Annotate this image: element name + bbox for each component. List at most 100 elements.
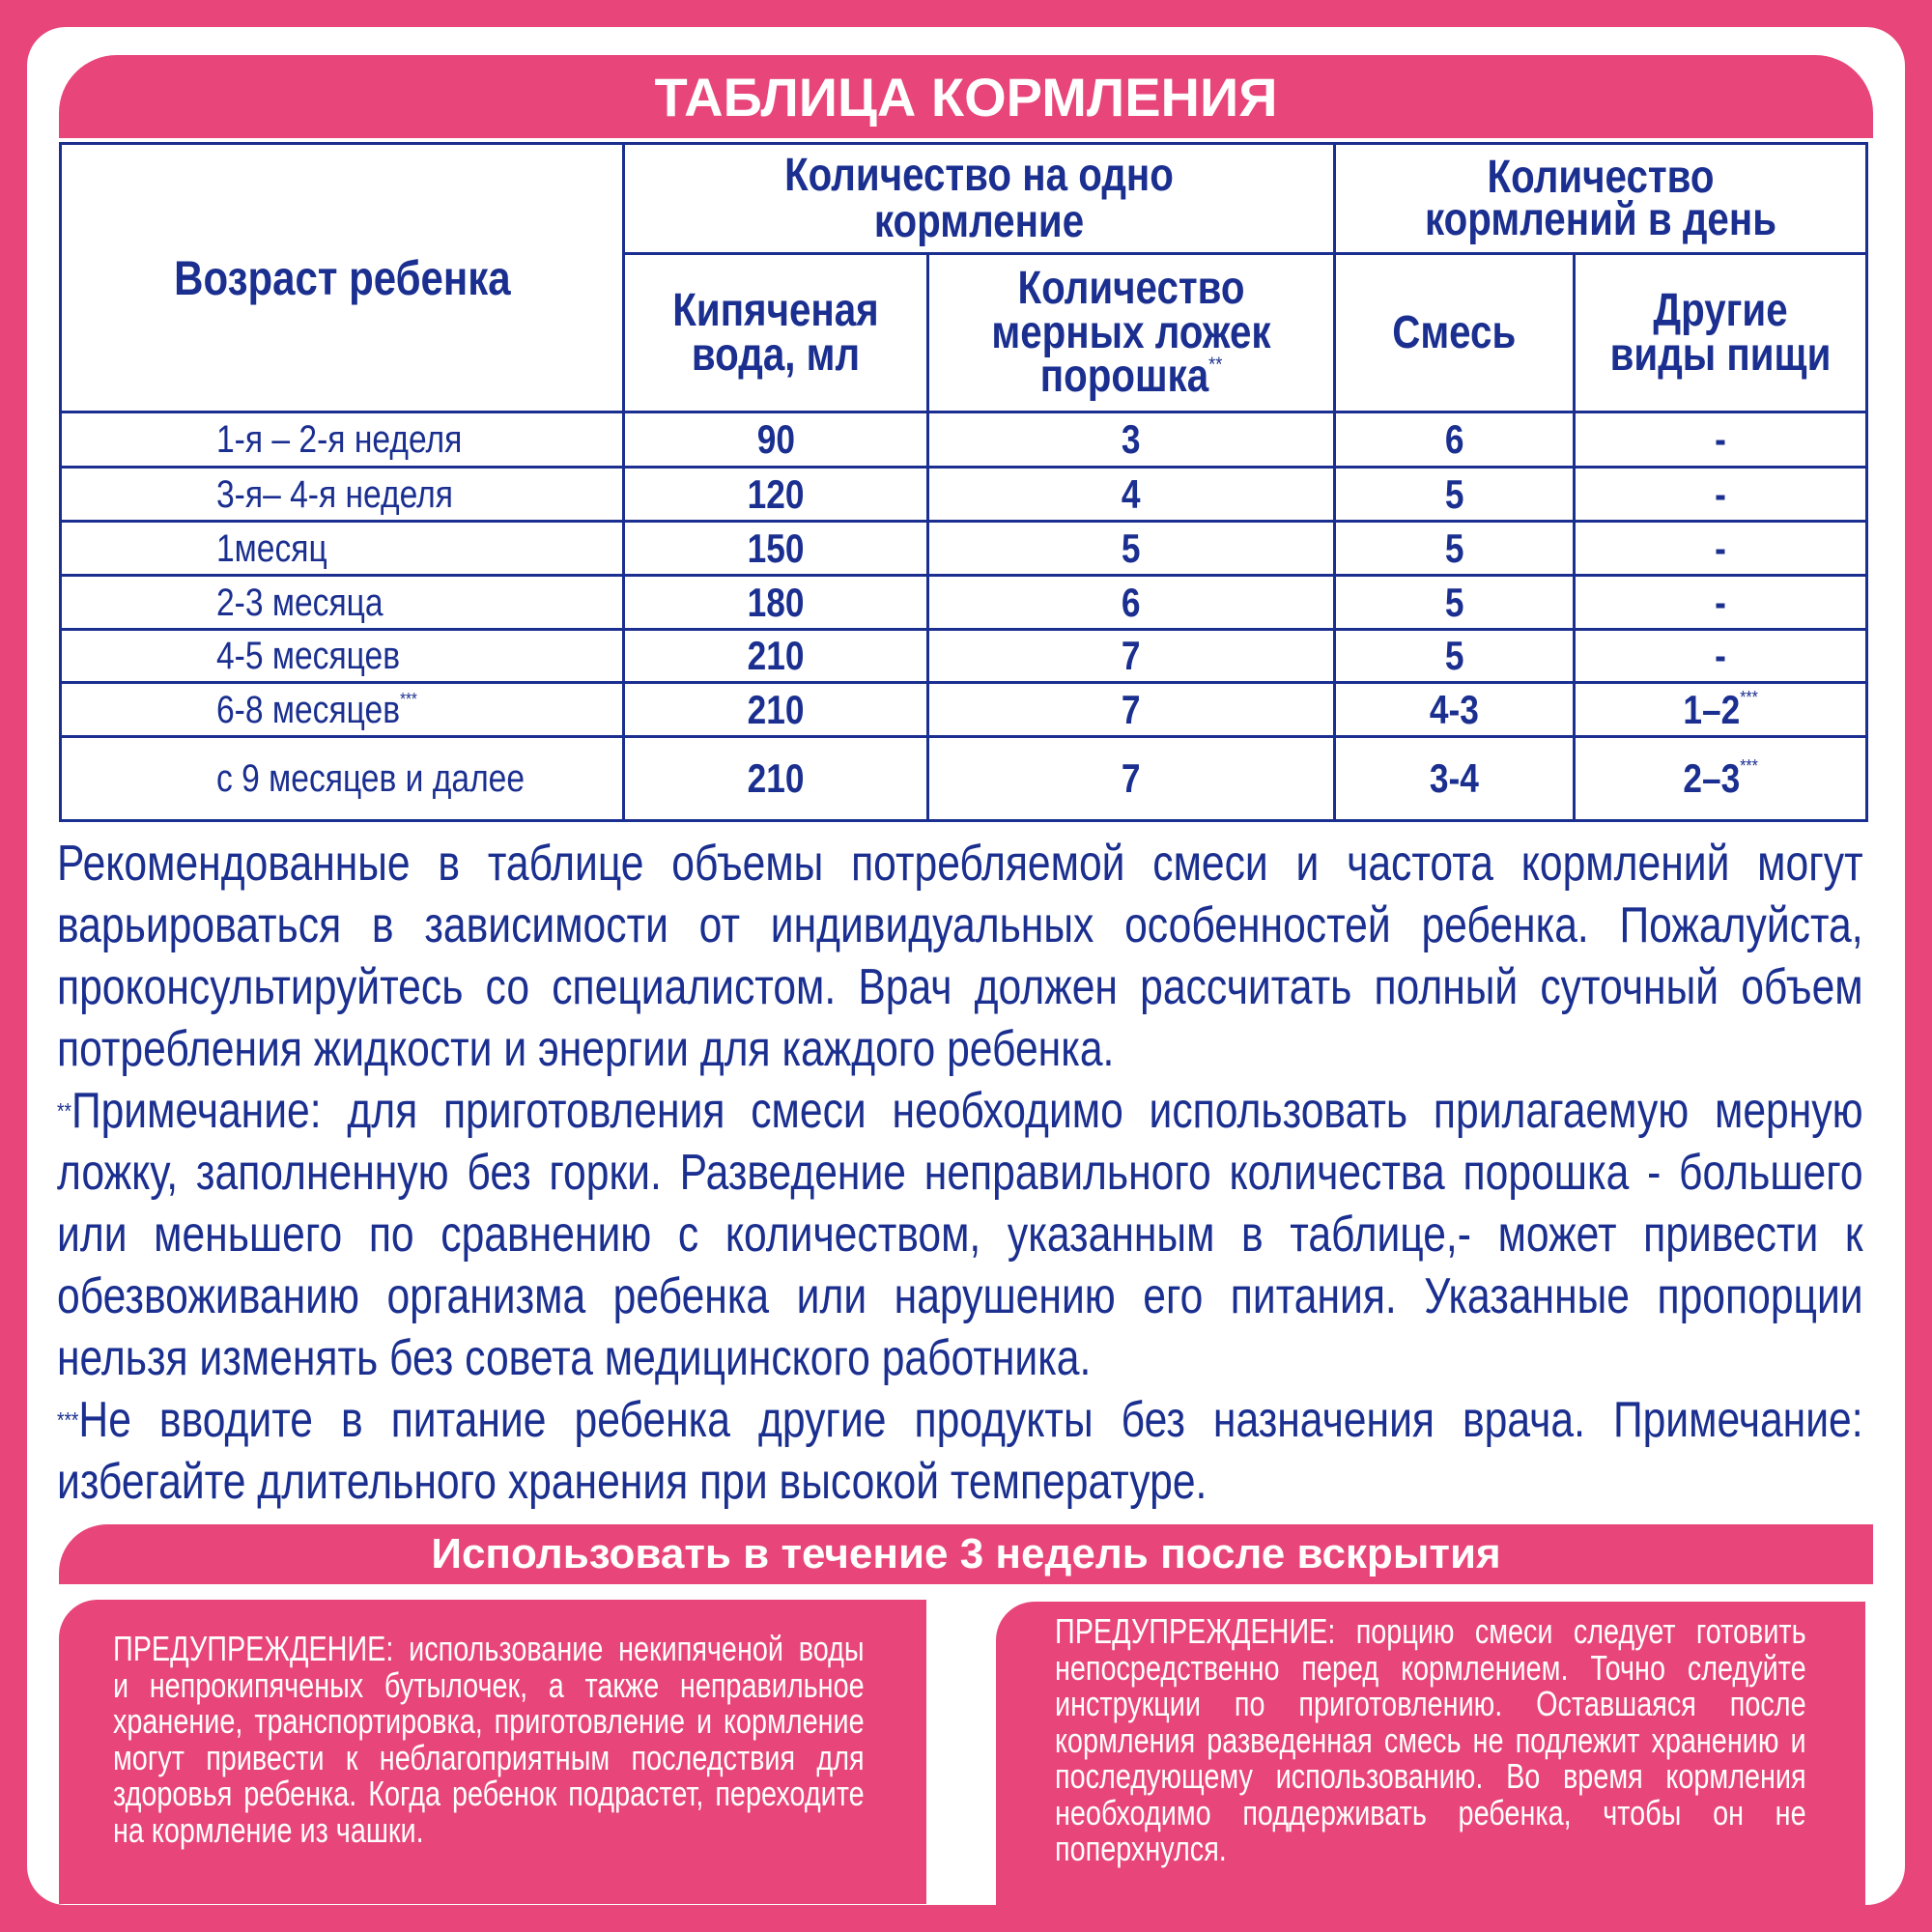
cell-content: 120	[747, 470, 805, 517]
table-cell: 7	[926, 735, 1336, 822]
age-label: 4-5 месяцев	[216, 635, 401, 677]
value-text: 6	[1444, 416, 1464, 462]
note-text: Рекомендованные в таблице объемы потребл…	[57, 836, 1863, 1077]
header-text: Количество на одно кормление	[784, 149, 1174, 247]
header-text: Количество кормлений в день	[1425, 152, 1776, 245]
value-text: 3-4	[1429, 755, 1479, 801]
table-cell: -	[1573, 520, 1868, 577]
cell-content: Смесь	[1392, 309, 1516, 355]
cell-content: 5	[1445, 582, 1464, 623]
table-cell: -	[1573, 628, 1868, 684]
table-cell: 4-3	[1333, 681, 1576, 738]
value-text: 4	[1122, 470, 1141, 517]
value-text: 5	[1444, 633, 1464, 678]
footnote-mark: **	[1208, 352, 1223, 377]
cell-content: 5	[1445, 636, 1464, 676]
value-text: 6	[1122, 579, 1141, 625]
cell-content: 3-4	[1430, 758, 1479, 799]
footnote-mark: ***	[1740, 687, 1758, 708]
table-cell: 5	[926, 520, 1336, 577]
cell-content: -	[1715, 419, 1726, 460]
cell-content: 7	[1122, 758, 1141, 799]
table-cell: 1месяц	[59, 520, 625, 577]
cell-content: -	[1715, 582, 1726, 623]
cell-content: -	[1715, 470, 1726, 517]
value-text: -	[1715, 579, 1726, 625]
age-label: с 9 месяцев и далее	[216, 757, 526, 800]
cell-content: с 9 месяцев и далее	[216, 759, 525, 798]
table-cell: 120	[622, 466, 929, 523]
cell-content: 4-5 месяцев	[216, 637, 400, 675]
value-text: 210	[747, 633, 805, 678]
table-cell: Кипяченая вода, мл	[622, 252, 929, 413]
header-text: Смесь	[1392, 306, 1517, 358]
header-text: Возраст ребенка	[173, 250, 511, 305]
age-label: 6-8 месяцев	[216, 688, 401, 731]
table-cell: 3	[926, 411, 1336, 469]
cell-content: 1месяц	[216, 529, 327, 568]
cell-content: 5	[1444, 525, 1464, 571]
cell-content: 210	[748, 689, 805, 730]
table-cell: Количество мерных ложек порошка**	[926, 252, 1336, 413]
note: Рекомендованные в таблице объемы потребл…	[57, 833, 1863, 1080]
table-cell: -	[1573, 411, 1868, 469]
cell-content: 150	[748, 527, 805, 569]
value-text: 3	[1122, 416, 1141, 462]
cell-content: 1-я – 2-я неделя	[216, 420, 462, 459]
cell-content: Возраст ребенка	[174, 254, 510, 302]
note-mark: ***	[57, 1407, 79, 1433]
table-cell: Возраст ребенка	[59, 142, 625, 413]
notes: Рекомендованные в таблице объемы потребл…	[57, 833, 1863, 1513]
cell-content: 4-3	[1430, 689, 1479, 730]
banner: Использовать в течение 3 недель после вс…	[59, 1524, 1873, 1584]
cell-content: Количество мерных ложек порошка**	[961, 266, 1300, 400]
cell-content: 210	[748, 758, 805, 799]
table-cell: 90	[622, 411, 929, 469]
note: ***Не вводите в питание ребенка другие п…	[57, 1389, 1863, 1513]
table-cell: с 9 месяцев и далее	[59, 735, 625, 822]
value-text: 90	[756, 416, 795, 462]
cell-content: 1–2***	[1683, 686, 1758, 732]
cell-content: 7	[1122, 636, 1141, 676]
table-cell: 210	[622, 735, 929, 822]
cell-content: -	[1715, 636, 1726, 676]
table-cell: 1-я – 2-я неделя	[59, 411, 625, 469]
note: **Примечание: для приготовления смеси не…	[57, 1080, 1863, 1389]
footnote-mark: ***	[400, 689, 417, 709]
title: ТАБЛИЦА КОРМЛЕНИЯ	[59, 55, 1873, 138]
cell-content: 5	[1122, 527, 1141, 569]
table-cell: 180	[622, 574, 929, 631]
table-cell: 6	[1333, 411, 1576, 469]
value-text: -	[1715, 416, 1726, 462]
table-cell: 3-4	[1333, 735, 1576, 822]
note-text: Примечание: для приготовления смеси необ…	[57, 1083, 1863, 1386]
cell-content: Количество кормлений в день	[1378, 155, 1823, 242]
value-text: 180	[747, 579, 805, 625]
value-text: 1–2	[1683, 686, 1741, 732]
cell-content: Количество на одно кормление	[682, 149, 1277, 247]
table-cell: 7	[926, 628, 1336, 684]
cell-content: 4	[1122, 470, 1141, 517]
table-cell: 150	[622, 520, 929, 577]
table-cell: Количество кормлений в день	[1333, 142, 1868, 255]
cell-content: 90	[756, 419, 794, 460]
age-label: 1-я – 2-я неделя	[216, 418, 463, 461]
value-text: 5	[1444, 470, 1464, 517]
table-cell: 5	[1333, 574, 1576, 631]
value-text: 5	[1444, 525, 1464, 571]
panel	[27, 27, 1905, 1905]
warning-box	[59, 1600, 926, 1904]
table-cell: 2–3***	[1573, 735, 1868, 822]
value-text: 7	[1122, 633, 1141, 678]
cell-content: 6-8 месяцев***	[216, 691, 417, 729]
cell-content: -	[1715, 527, 1726, 569]
note-text: Не вводите в питание ребенка другие прод…	[57, 1392, 1863, 1510]
table-cell: -	[1573, 466, 1868, 523]
cell-content: 210	[748, 636, 805, 676]
cell-content: Другие виды пищи	[1599, 288, 1842, 378]
value-text: -	[1715, 470, 1726, 517]
value-text: 120	[747, 470, 805, 517]
value-text: -	[1715, 633, 1726, 678]
age-label: 1месяц	[216, 526, 327, 570]
warning-box	[996, 1602, 1865, 1916]
